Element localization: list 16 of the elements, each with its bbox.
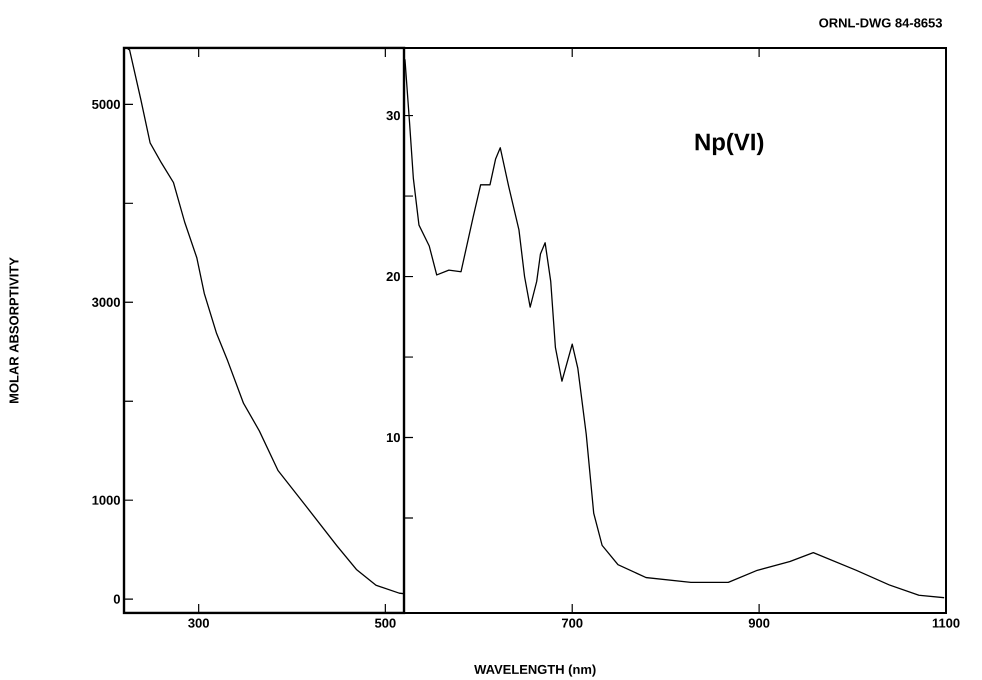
x-tick-label: 500 bbox=[374, 618, 396, 628]
x-tick-label: 300 bbox=[188, 618, 209, 628]
x-tick-label: 900 bbox=[748, 618, 770, 628]
y-tick-label: 10 bbox=[386, 432, 400, 442]
x-tick-label: 700 bbox=[562, 618, 582, 628]
y-tick-label: 20 bbox=[386, 272, 400, 282]
y-tick-label: 3000 bbox=[92, 298, 120, 307]
y-tick-label: 5000 bbox=[92, 100, 120, 109]
annotation: Np(VI) bbox=[696, 132, 764, 156]
y-tick-label: 30 bbox=[386, 110, 400, 120]
x-axis-title: WAVELENGTH (nm) bbox=[474, 664, 596, 677]
y-axis-title: MOLAR ABSORPTIVITY bbox=[9, 257, 19, 404]
x-tick-label: 1100 bbox=[932, 618, 960, 628]
text: ORNL-DWG 84-8653 bbox=[819, 18, 942, 28]
y-tick-label: 0 bbox=[114, 594, 120, 604]
y-tick-label: 1000 bbox=[92, 496, 120, 505]
